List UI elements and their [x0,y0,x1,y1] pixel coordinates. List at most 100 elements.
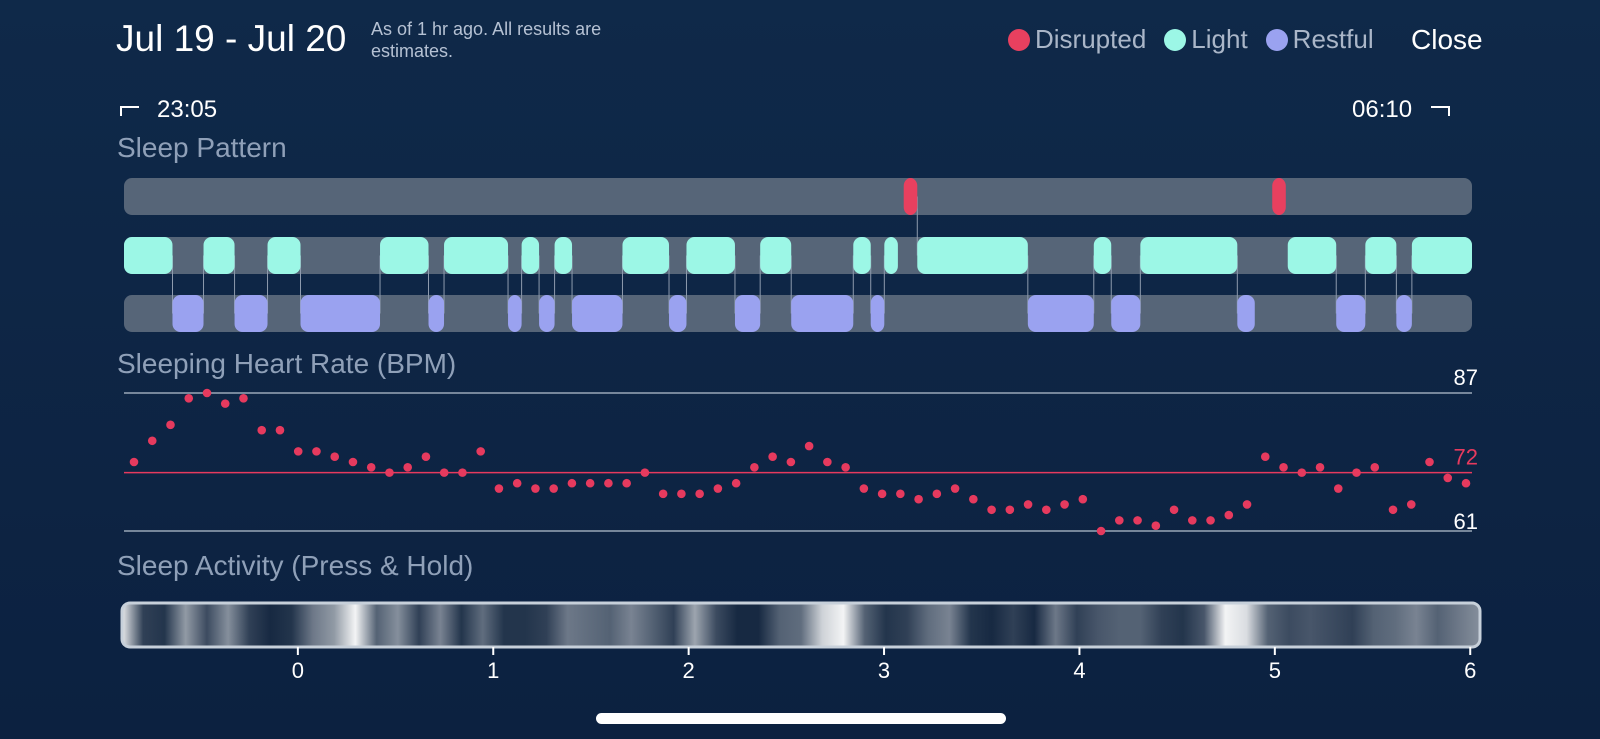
light-segment [444,237,509,274]
legend-disrupted-label: Disrupted [1035,24,1147,54]
light-segment [554,237,573,274]
heart-rate-point [257,425,267,435]
light-segment [884,237,898,274]
restful-segment [1336,295,1366,332]
heart-rate-point [677,489,686,499]
heart-rate-point [804,441,814,451]
hour-tick-label: 0 [292,658,304,683]
sleep-activity-chart[interactable]: 0 1 2 3 4 5 6 [0,595,1600,690]
heart-rate-point [239,394,248,403]
hour-tick-label: 5 [1269,658,1281,683]
heart-rate-point [731,478,741,488]
heart-rate-point [987,505,996,515]
heart-rate-point [1078,494,1088,504]
heart-rate-point [184,394,194,403]
sleep-pattern-heading: Sleep Pattern [117,132,287,163]
restful-segment [734,295,761,332]
hour-tick-label: 4 [1073,658,1085,683]
heart-rate-point [348,457,358,467]
heart-rate-point [1333,484,1343,493]
heart-rate-point [1406,500,1416,509]
heart-rate-point [823,457,832,467]
heart-rate-point [1115,516,1124,525]
heart-rate-point [932,489,942,499]
close-button[interactable]: Close [1411,24,1483,55]
heart-rate-point [658,489,668,499]
heart-rate-point [330,452,340,461]
activity-bar[interactable] [120,601,1482,649]
heart-rate-point [476,447,485,456]
legend: Disrupted Light Restful [1008,24,1392,55]
restful-dot-icon [1265,28,1288,51]
heart-rate-point [366,463,376,472]
heart-rate-point [1297,468,1307,477]
heart-rate-point [914,494,923,504]
heart-rate-point [1060,500,1069,509]
light-segment [1287,237,1337,274]
hour-tick-label: 6 [1464,658,1476,683]
heart-rate-point [166,420,175,430]
heart-rate-point [312,447,321,456]
hour-tick-label: 3 [878,658,890,683]
sleep-pattern-chart[interactable] [0,170,1600,335]
legend-restful: Restful [1265,24,1374,55]
heart-rate-point [1242,500,1252,509]
heart-rate-point [640,468,650,477]
light-segment [1093,237,1112,274]
hour-tick-label: 2 [683,658,695,683]
heart-rate-point [750,463,759,472]
heart-rate-point [1206,516,1215,525]
heart-rate-point [549,484,558,493]
heart-rate-point [859,484,869,493]
heart-rate-point [1425,457,1434,467]
heart-rate-point [1315,463,1325,472]
light-segment [203,237,235,274]
light-segment [1365,237,1397,274]
heart-rate-point [604,478,613,488]
heart-rate-point [567,478,577,488]
restful-segment [300,295,381,332]
heart-rate-point [768,452,777,461]
sleep-start-time: 23:05 [157,96,218,123]
heart-rate-point [1224,510,1234,520]
heart-rate-point [1443,473,1453,483]
legend-light: Light [1164,24,1248,55]
restful-segment [539,295,555,332]
restful-segment [508,295,522,332]
light-segment [1411,237,1472,274]
light-dot-icon [1164,28,1187,51]
heart-rate-point [385,468,394,477]
start-bracket-icon [120,106,139,116]
heart-rate-point [786,457,796,467]
heart-rate-point [1388,505,1398,515]
sleep-activity-heading: Sleep Activity (Press & Hold) [117,550,474,581]
heart-rate-point [713,484,723,493]
heart-rate-point [969,494,978,504]
heart-rate-point [1005,505,1015,515]
heart-rate-point [421,452,431,461]
heart-rate-point [622,478,631,488]
heart-rate-point [512,478,522,488]
light-segment [917,237,1028,274]
heart-rate-point [1133,516,1142,525]
restful-segment [172,295,204,332]
heart-rate-point [1279,463,1288,472]
heart-rate-point [1461,478,1471,488]
restful-segment [791,295,854,332]
light-segment [124,237,173,274]
heart-rate-point [129,457,139,467]
heart-rate-point [1151,521,1161,530]
heart-rate-point [458,468,467,477]
light-segment [267,237,301,274]
heart-rate-point [147,436,157,446]
legend-disrupted: Disrupted [1008,24,1146,55]
home-indicator[interactable] [596,713,1006,724]
legend-light-label: Light [1191,24,1248,54]
date-range-title: Jul 19 - Jul 20 [116,18,347,59]
disrupted-segment [1272,178,1286,215]
heart-rate-point [275,425,285,435]
hr-max-label: 87 [1454,365,1478,390]
restful-segment [1027,295,1094,332]
heart-rate-point [1260,452,1270,461]
light-segment [1140,237,1238,274]
